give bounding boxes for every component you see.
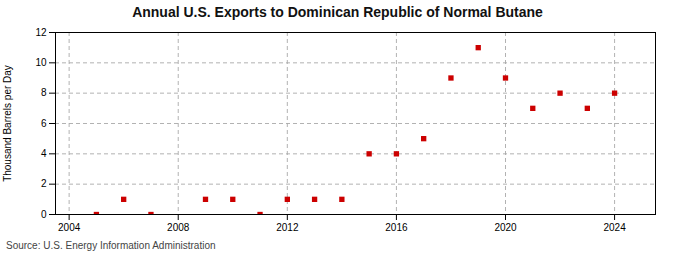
svg-text:Thousand Barrels per Day: Thousand Barrels per Day: [2, 65, 13, 182]
svg-text:4: 4: [41, 148, 47, 159]
svg-text:2024: 2024: [603, 222, 626, 233]
svg-text:2016: 2016: [385, 222, 408, 233]
svg-text:8: 8: [41, 87, 47, 98]
svg-text:12: 12: [35, 27, 47, 38]
svg-text:2004: 2004: [58, 222, 81, 233]
svg-text:2008: 2008: [167, 222, 190, 233]
svg-text:0: 0: [41, 209, 47, 220]
html-text:Source: U.S. Energy Informatio: Source: U.S. Energy Information Administ…: [6, 240, 216, 251]
html-text:Annual U.S. Exports to Dominic: Annual U.S. Exports to Dominican Republi…: [132, 4, 543, 20]
svg-text:2012: 2012: [276, 222, 299, 233]
svg-text:6: 6: [41, 118, 47, 129]
svg-text:2020: 2020: [494, 222, 517, 233]
svg-text:2: 2: [41, 178, 47, 189]
svg-text:10: 10: [35, 57, 47, 68]
